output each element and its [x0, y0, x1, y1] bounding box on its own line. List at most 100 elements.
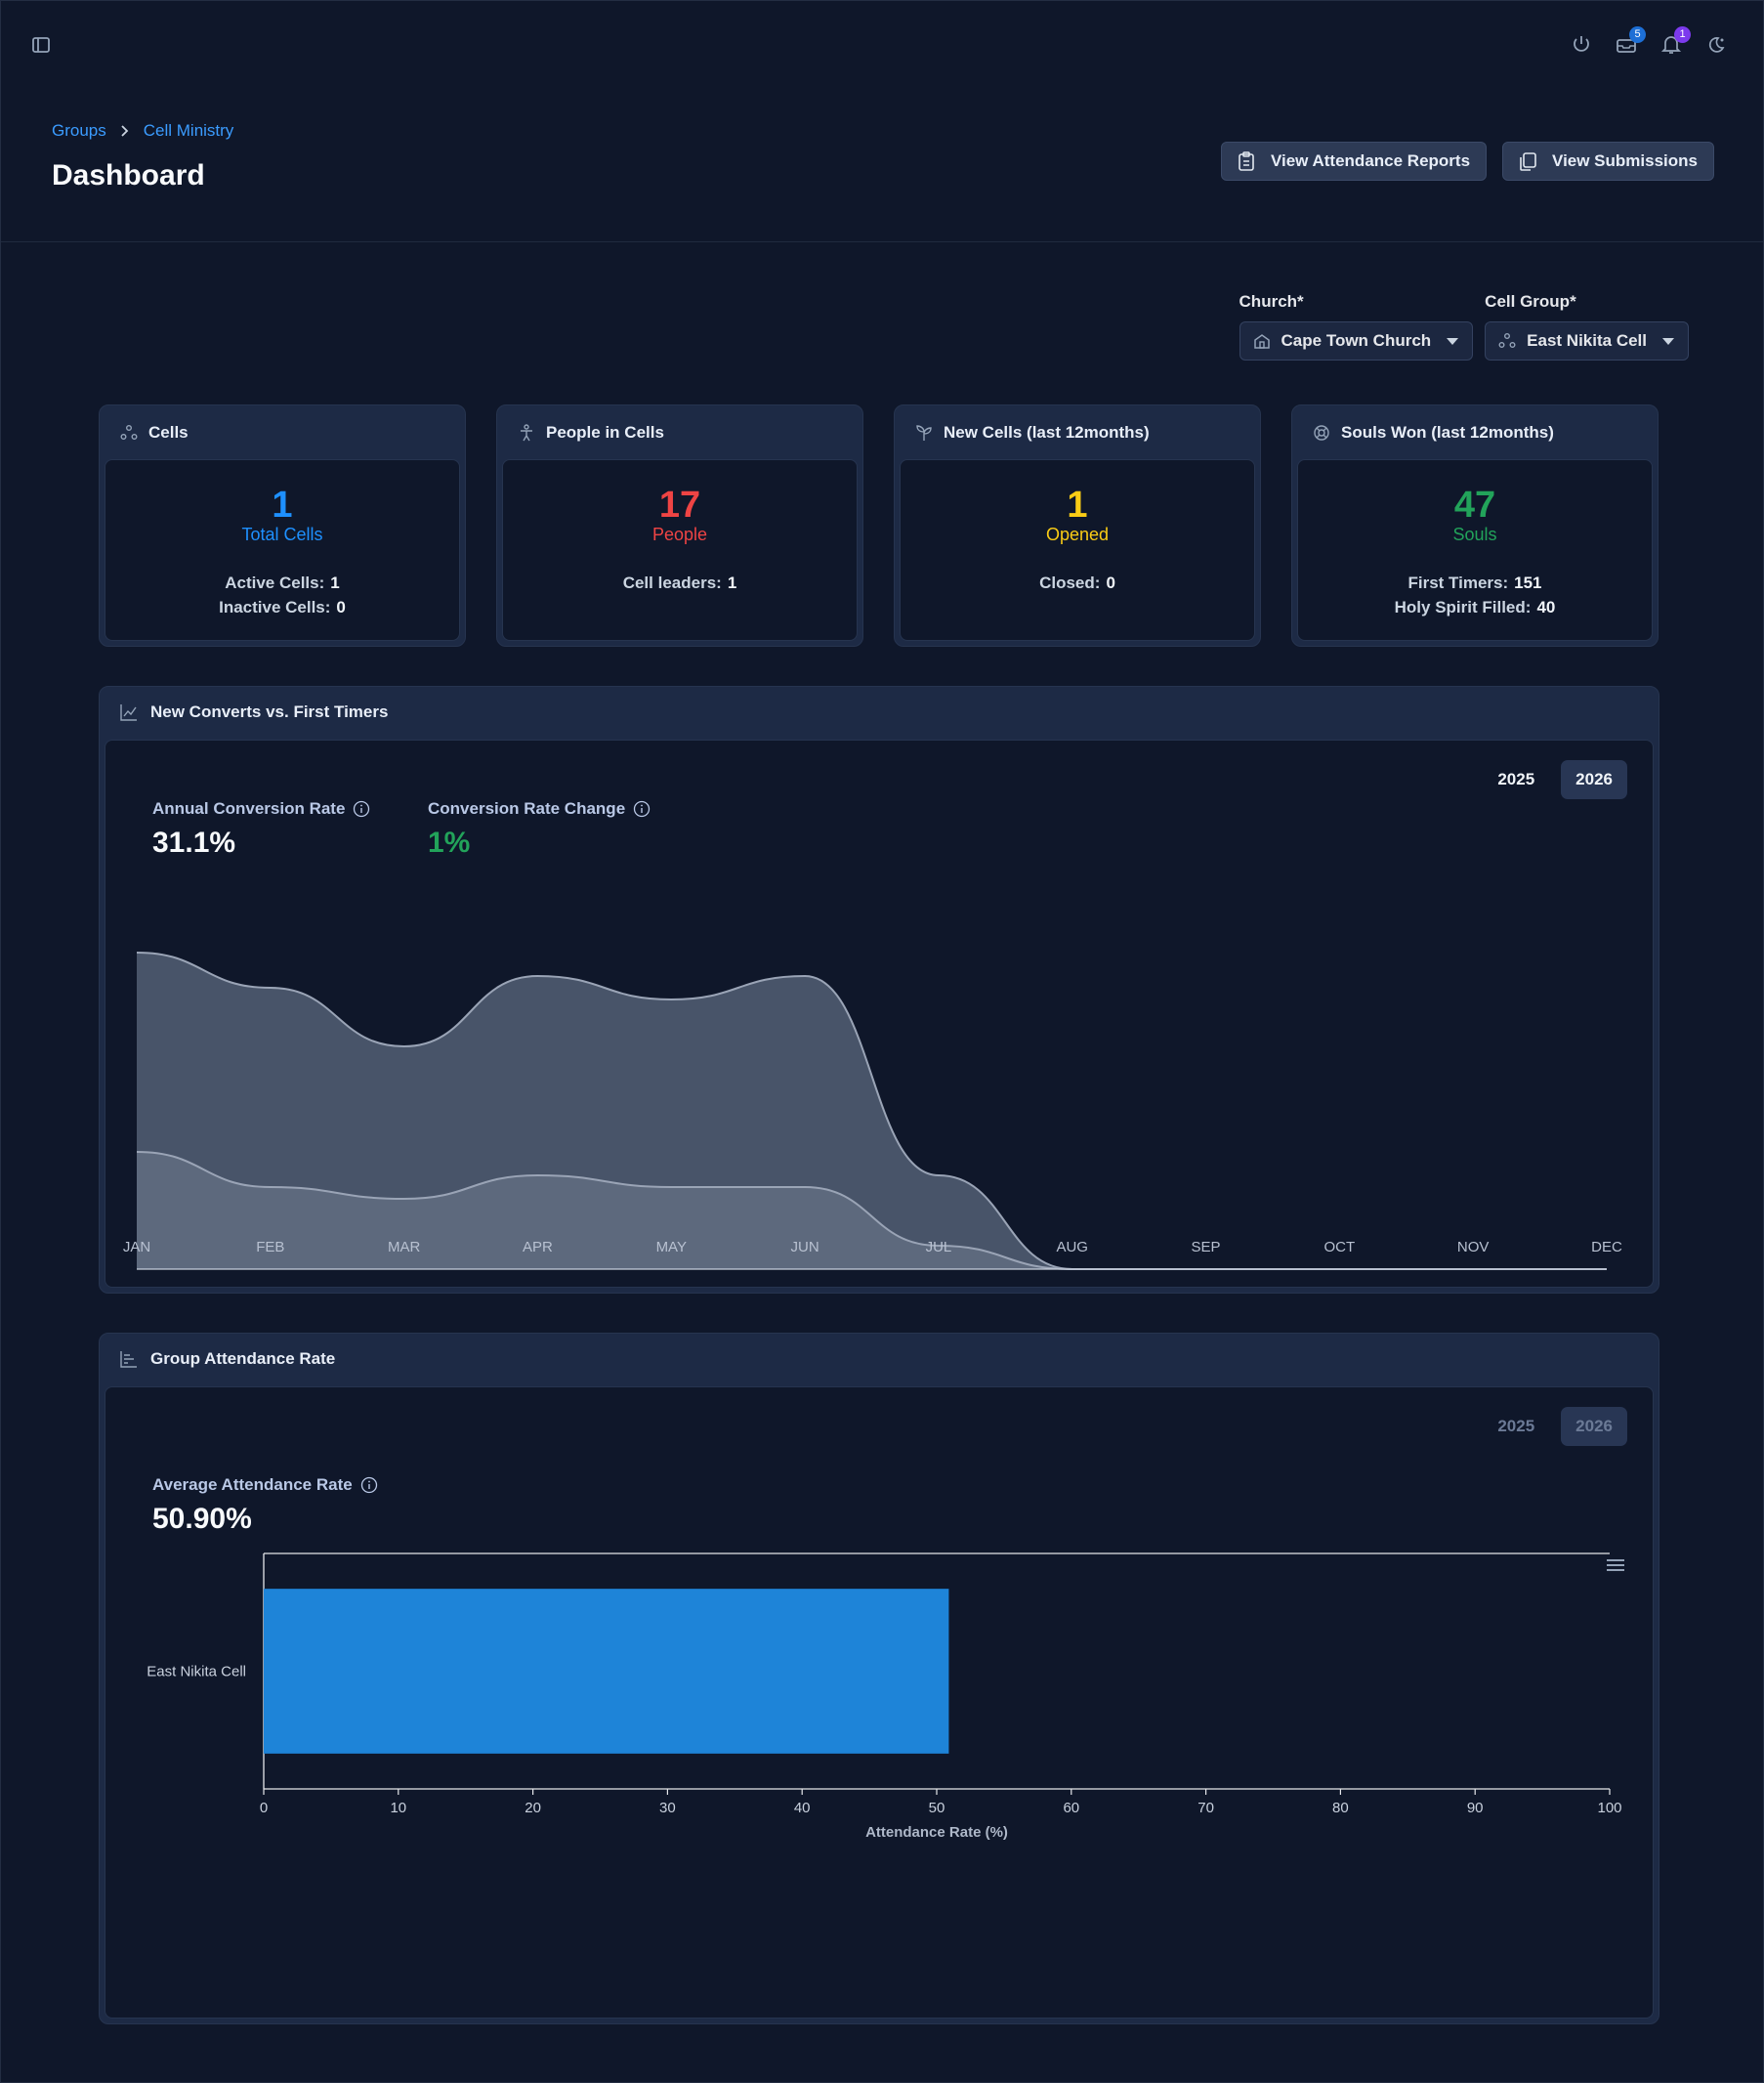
cells-card: Cells 1 Total Cells Active Cells: 1 Inact… — [99, 404, 466, 647]
people-card: People in Cells 17 People Cell leaders: 1 — [496, 404, 863, 647]
cell-group-select-value: East Nikita Cell — [1527, 331, 1647, 350]
page-title: Dashboard — [52, 159, 205, 191]
annual-conversion-rate-label: Annual Conversion Rate — [152, 799, 346, 818]
lifebuoy-icon — [1314, 425, 1329, 441]
holy-spirit-filled-value: 40 — [1536, 598, 1556, 616]
conversion-rate-change-label: Conversion Rate Change — [428, 799, 626, 818]
attendance-panel: Group Attendance Rate 2025 2026 Average … — [99, 1333, 1659, 2024]
breadcrumb-groups[interactable]: Groups — [52, 121, 106, 140]
documents-icon — [1520, 152, 1536, 171]
theme-toggle-icon[interactable] — [1704, 32, 1728, 56]
x-tick-label: 90 — [1467, 1800, 1484, 1816]
x-axis-title: Attendance Rate (%) — [865, 1824, 1008, 1841]
x-tick-label: JUL — [926, 1239, 952, 1255]
new-cells-card-title: New Cells (last 12months) — [944, 423, 1150, 442]
conversion-rate-change-value: 1% — [428, 827, 471, 859]
power-icon[interactable] — [1570, 32, 1593, 56]
top-bar: 5 1 — [1, 1, 1763, 91]
church-icon — [1253, 334, 1270, 349]
church-select-value: Cape Town Church — [1281, 331, 1432, 350]
line-chart-icon — [120, 704, 137, 721]
closed-label: Closed: — [1039, 574, 1101, 592]
bar-chart-icon — [120, 1351, 137, 1368]
tab-2026[interactable]: 2026 — [1561, 760, 1627, 799]
new-cells-value: 1 — [1067, 485, 1088, 526]
x-tick-label: JUN — [791, 1239, 819, 1255]
x-tick-label: AUG — [1056, 1239, 1088, 1255]
active-cells-value: 1 — [330, 574, 340, 592]
conversion-rate-change: Conversion Rate Change 1% — [428, 799, 651, 860]
cell-group-filter: Cell Group* East Nikita Cell — [1485, 292, 1689, 361]
average-attendance-rate: Average Attendance Rate 50.90% — [152, 1475, 378, 1536]
sprout-icon — [916, 425, 932, 441]
stats-row: Cells 1 Total Cells Active Cells: 1 Inact… — [99, 404, 1659, 647]
x-tick-label: MAY — [656, 1239, 687, 1255]
church-label: Church* — [1239, 292, 1304, 311]
x-tick-label: MAR — [388, 1239, 421, 1255]
info-icon[interactable] — [353, 800, 370, 818]
chart-menu-icon[interactable] — [1605, 1556, 1626, 1574]
x-tick-label: 30 — [659, 1800, 676, 1816]
x-tick-label: 20 — [525, 1800, 541, 1816]
tab-2026[interactable]: 2026 — [1561, 1407, 1627, 1446]
x-tick-label: 100 — [1597, 1800, 1621, 1816]
souls-won-card-title: Souls Won (last 12months) — [1341, 423, 1554, 442]
x-tick-label: APR — [523, 1239, 553, 1255]
closed-value: 0 — [1106, 574, 1115, 592]
breadcrumb-cell-ministry[interactable]: Cell Ministry — [143, 121, 234, 140]
bell-icon[interactable]: 1 — [1659, 26, 1691, 56]
total-cells-value: 1 — [272, 485, 293, 526]
x-tick-label: 40 — [794, 1800, 811, 1816]
notification-badge: 1 — [1674, 26, 1691, 43]
cell-leaders-label: Cell leaders: — [622, 574, 722, 592]
inbox-badge: 5 — [1629, 26, 1646, 43]
people-value: 17 — [658, 485, 701, 526]
breadcrumb: Groups Cell Ministry — [52, 121, 233, 141]
info-icon[interactable] — [633, 800, 651, 818]
view-submissions-button[interactable]: View Submissions — [1502, 142, 1714, 181]
filters: Church* Cape Town Church Cell Group* Eas… — [1239, 292, 1689, 361]
attendance-panel-title: Group Attendance Rate — [150, 1349, 336, 1368]
inactive-cells-value: 0 — [336, 598, 346, 616]
annual-conversion-rate-value: 31.1% — [152, 827, 236, 859]
church-filter: Church* Cape Town Church — [1239, 292, 1474, 361]
area-series-2 — [137, 1152, 1607, 1269]
view-attendance-reports-button[interactable]: View Attendance Reports — [1220, 142, 1488, 181]
holy-spirit-filled-label: Holy Spirit Filled: — [1394, 598, 1532, 616]
cells-card-title: Cells — [148, 423, 189, 442]
sidebar-toggle-icon[interactable] — [30, 34, 52, 56]
converts-panel-title: New Converts vs. First Timers — [150, 702, 389, 721]
x-tick-label: 10 — [390, 1800, 406, 1816]
person-icon — [521, 424, 532, 442]
attendance-bar-chart: East Nikita Cell 0 10 20 30 40 50 60 70 80 90 100 At… — [147, 1552, 1622, 1841]
x-tick-label: DEC — [1591, 1239, 1622, 1255]
page-header: Groups Cell Ministry Dashboard View Atte… — [1, 91, 1763, 242]
info-icon[interactable] — [360, 1476, 378, 1494]
view-submissions-label: View Submissions — [1552, 151, 1698, 170]
inactive-cells-label: Inactive Cells: — [219, 598, 331, 616]
average-attendance-rate-value: 50.90% — [152, 1503, 252, 1535]
church-select[interactable]: Cape Town Church — [1239, 321, 1474, 361]
x-tick-label: 70 — [1197, 1800, 1214, 1816]
average-attendance-rate-label: Average Attendance Rate — [152, 1475, 353, 1494]
x-tick-label: SEP — [1192, 1239, 1221, 1255]
tab-2025[interactable]: 2025 — [1497, 770, 1535, 788]
x-tick-label: 0 — [260, 1800, 268, 1816]
x-tick-label: 60 — [1063, 1800, 1079, 1816]
x-tick-label: JAN — [123, 1239, 150, 1255]
y-category-label: East Nikita Cell — [147, 1664, 246, 1680]
x-tick-label: 80 — [1332, 1800, 1349, 1816]
attendance-year-tabs: 2025 2026 — [1483, 1407, 1627, 1446]
attendance-panel-body: 2025 2026 Average Attendance Rate 50.90%… — [105, 1386, 1654, 2019]
new-cells-card: New Cells (last 12months) 1 Opened Close… — [894, 404, 1261, 647]
inbox-icon[interactable]: 5 — [1615, 26, 1646, 56]
souls-won-card: Souls Won (last 12months) 47 Souls First… — [1291, 404, 1659, 647]
tab-2025[interactable]: 2025 — [1497, 1417, 1535, 1435]
cell-group-select[interactable]: East Nikita Cell — [1485, 321, 1689, 361]
first-timers-value: 151 — [1514, 574, 1542, 592]
souls-value: 47 — [1453, 485, 1496, 526]
total-cells-label: Total Cells — [241, 525, 323, 544]
converts-year-tabs: 2025 2026 — [1483, 760, 1627, 799]
active-cells-label: Active Cells: — [225, 574, 325, 592]
